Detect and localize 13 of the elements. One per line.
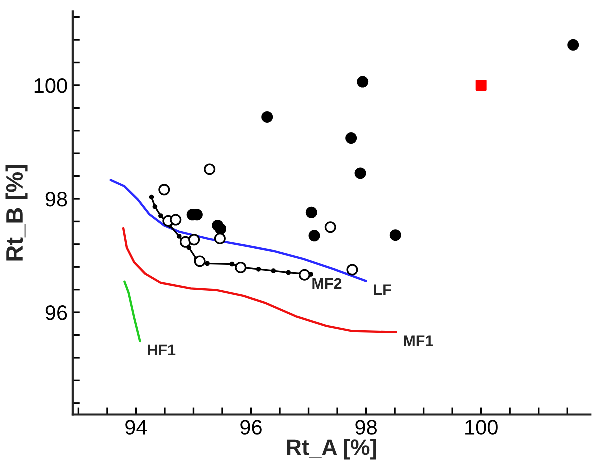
x-tick-label: 100 (466, 420, 498, 435)
y-tick-label: 98 (46, 192, 68, 207)
x-tick-label: 98 (356, 420, 377, 435)
y-tick-label: 100 (34, 78, 68, 94)
y-axis-title: Rt_B [%] (6, 165, 28, 261)
x-axis-title: Rt_A [%] (287, 439, 376, 460)
annotation: MF2 (312, 278, 342, 289)
annotation: LF (374, 284, 392, 296)
x-tick-label: 96 (240, 420, 262, 435)
x-tick-label: 94 (126, 420, 148, 435)
y-tick-label: 96 (46, 306, 68, 320)
annotation: MF1 (404, 336, 434, 346)
annotation: HF1 (148, 344, 176, 356)
